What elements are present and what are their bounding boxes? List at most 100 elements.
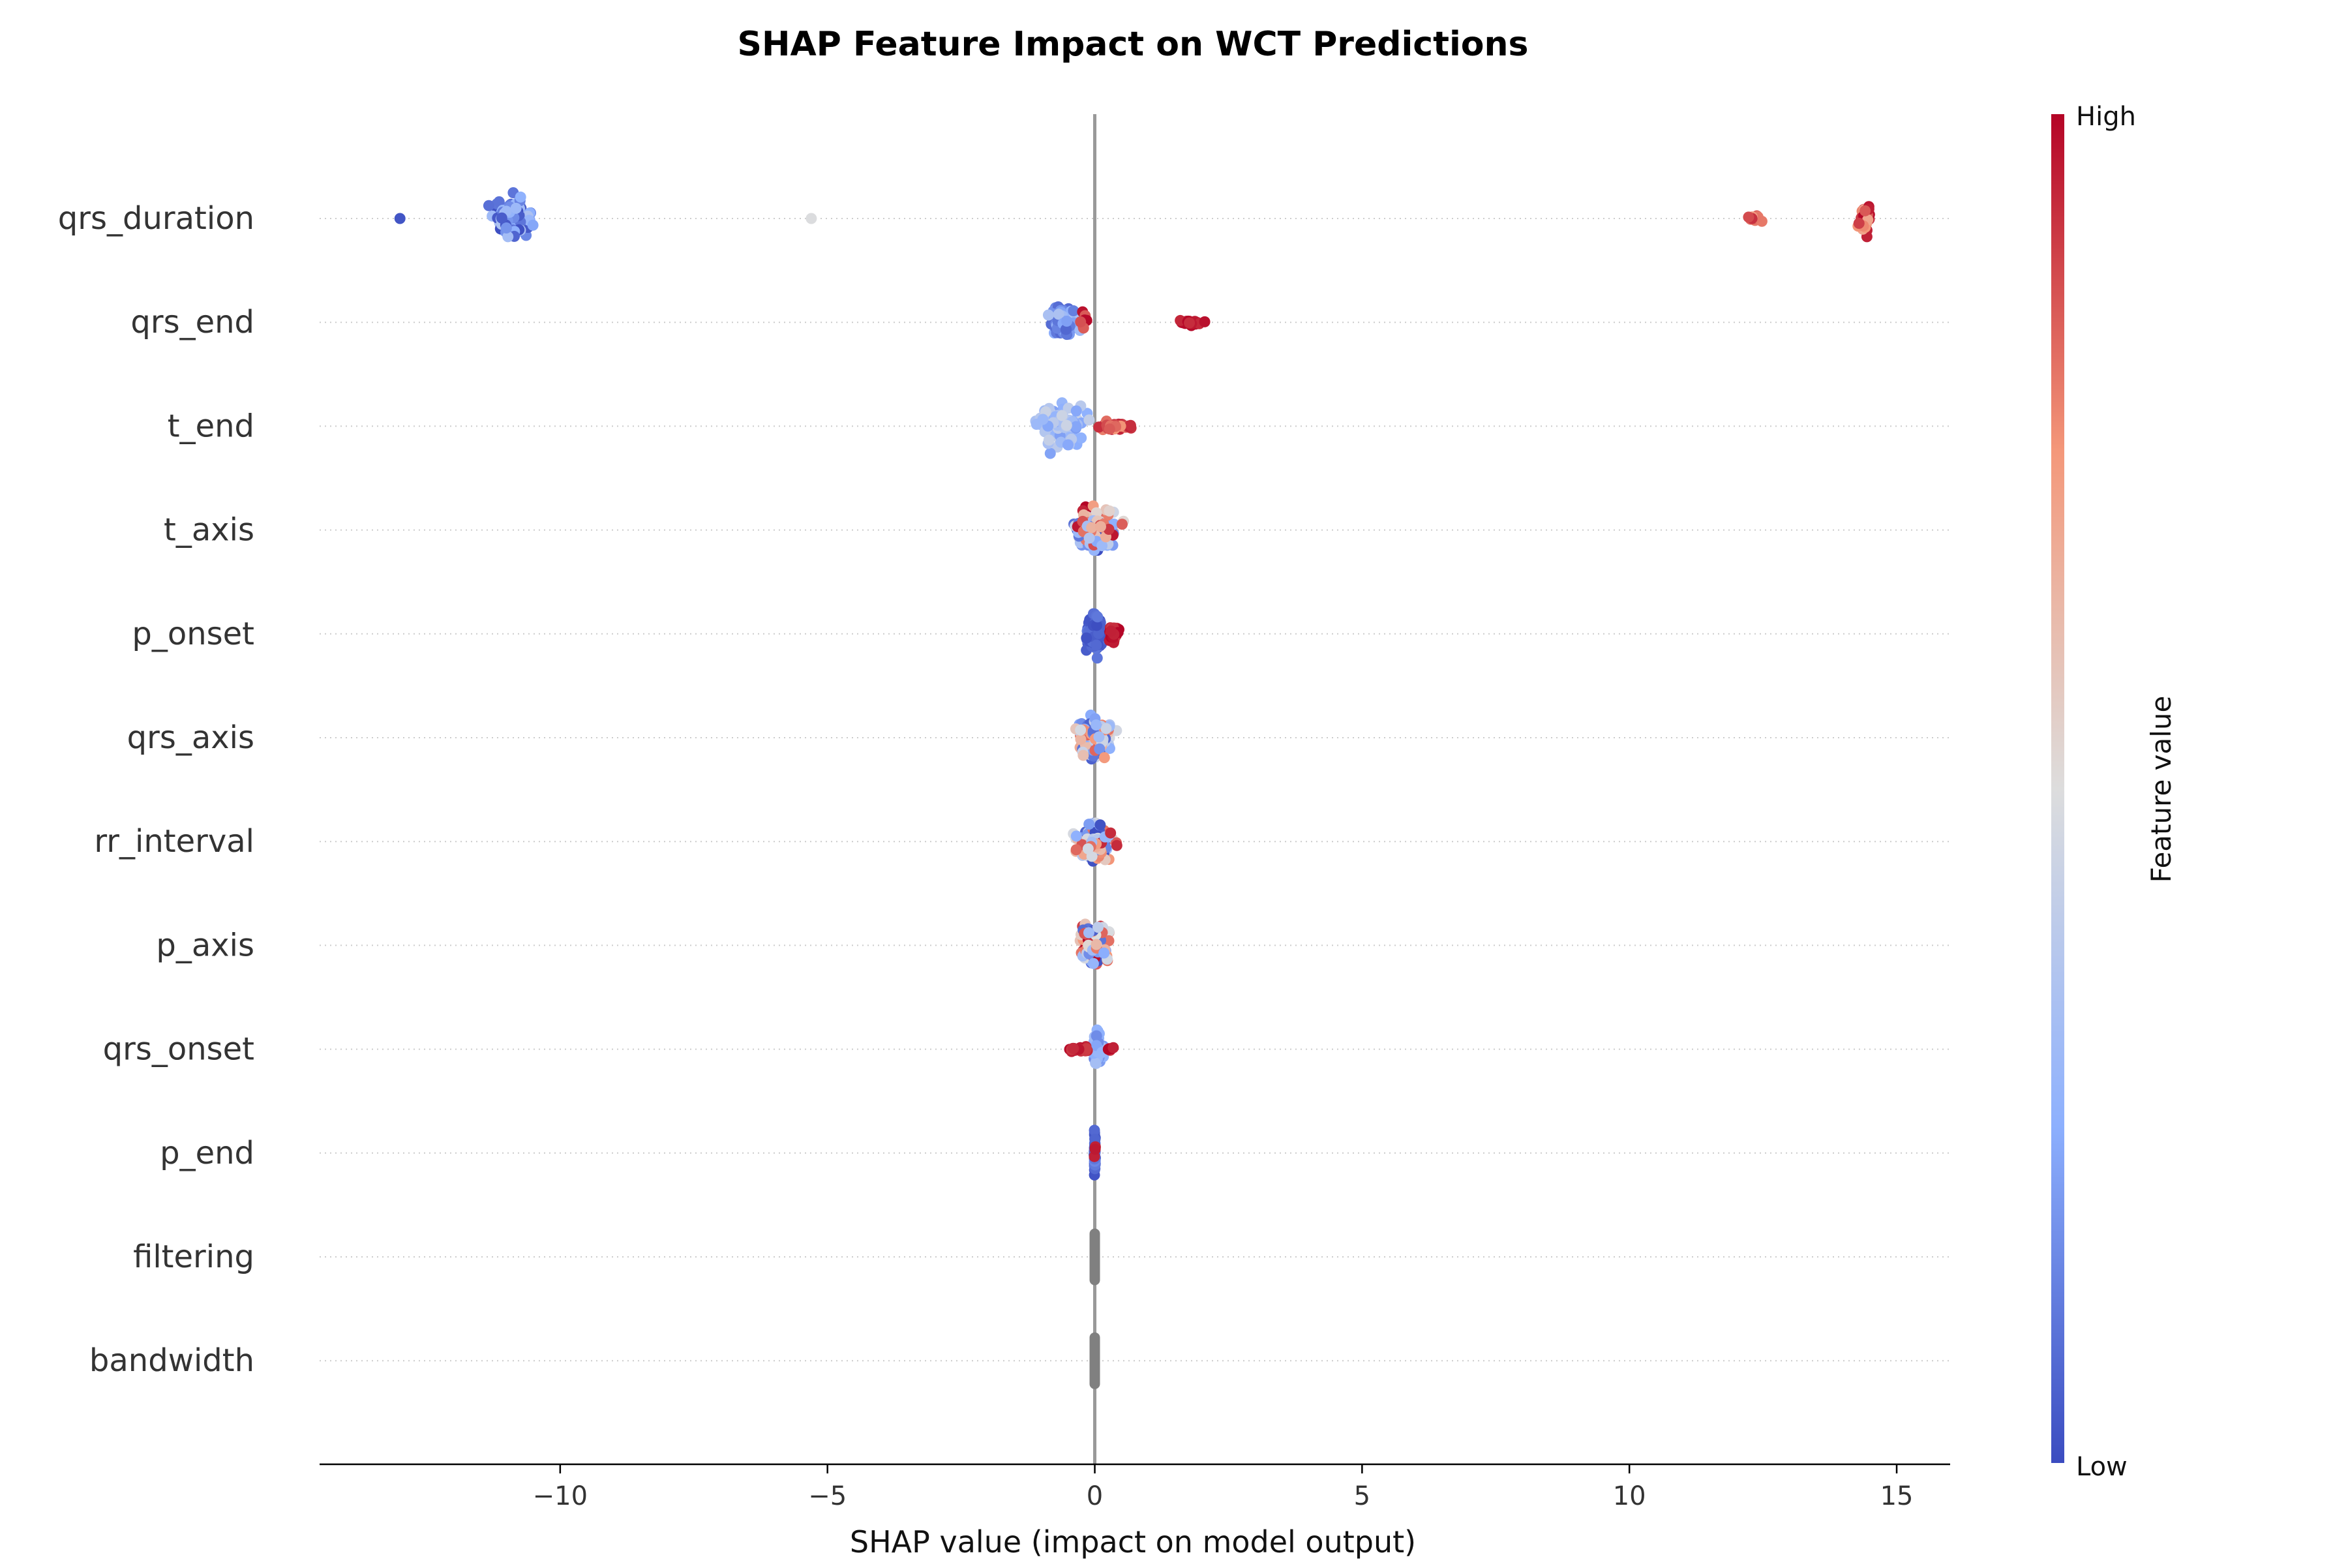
data-point: [1098, 947, 1110, 959]
colorbar-high-label: High: [2076, 102, 2136, 132]
data-point: [1061, 315, 1073, 327]
data-point: [1056, 410, 1068, 421]
data-point: [1070, 844, 1082, 856]
data-point: [1111, 839, 1122, 851]
data-point: [510, 202, 522, 214]
data-point: [1859, 205, 1871, 217]
data-point: [1104, 423, 1115, 435]
data-point: [1070, 405, 1082, 417]
data-point: [1075, 316, 1087, 327]
data-point: [1091, 939, 1102, 950]
x-tick-label: 10: [1613, 1481, 1646, 1511]
x-axis-label: SHAP value (impact on model output): [850, 1524, 1416, 1560]
data-point: [1076, 432, 1087, 444]
data-point: [1091, 1030, 1102, 1042]
feature-label: p_end: [160, 1135, 254, 1171]
data-point: [1083, 927, 1094, 939]
data-point: [1061, 419, 1072, 431]
data-point: [1093, 731, 1105, 743]
data-point-band: [1089, 1228, 1100, 1286]
data-point: [1081, 632, 1092, 644]
data-point: [1124, 419, 1136, 431]
data-point: [1116, 519, 1128, 530]
data-point: [1053, 309, 1064, 320]
data-point: [1199, 316, 1211, 327]
data-point: [1082, 843, 1094, 854]
feature-label: t_end: [168, 408, 254, 444]
data-point: [1083, 414, 1095, 426]
feature-label: rr_interval: [94, 823, 254, 860]
data-point: [1083, 532, 1095, 544]
data-point: [394, 213, 406, 224]
data-point-band: [1089, 1332, 1100, 1389]
feature-label: filtering: [133, 1239, 254, 1275]
data-point: [1853, 217, 1865, 229]
data-point: [1068, 305, 1079, 317]
feature-label: qrs_end: [130, 304, 254, 340]
data-point: [1086, 522, 1098, 534]
data-point: [1062, 439, 1074, 451]
data-point: [1091, 639, 1102, 651]
data-point: [1077, 749, 1089, 761]
data-point: [1089, 1124, 1100, 1136]
data-points: [394, 187, 1875, 1389]
data-point: [483, 200, 494, 211]
data-point: [1042, 309, 1054, 321]
data-point: [1043, 434, 1055, 446]
feature-label: t_axis: [164, 512, 254, 549]
x-tick-label: 0: [1087, 1481, 1103, 1511]
data-point: [1743, 211, 1754, 223]
data-point: [502, 231, 514, 243]
feature-label: p_axis: [156, 927, 254, 963]
data-point: [1094, 819, 1106, 831]
data-point: [500, 222, 512, 234]
data-point: [1091, 719, 1102, 731]
data-point: [1095, 520, 1107, 532]
data-point: [1105, 827, 1117, 839]
data-point: [1103, 935, 1115, 946]
chart-title: SHAP Feature Impact on WCT Predictions: [738, 25, 1529, 64]
data-point: [527, 219, 539, 231]
feature-label: qrs_onset: [103, 1031, 254, 1068]
feature-label: qrs_axis: [127, 719, 254, 756]
data-point: [1104, 505, 1115, 517]
data-point: [1083, 819, 1095, 830]
data-point: [493, 196, 505, 207]
x-tick-label: 15: [1880, 1481, 1914, 1511]
x-tick-label: −5: [808, 1481, 847, 1511]
x-tick-label: −10: [533, 1481, 588, 1511]
data-point: [1089, 1143, 1101, 1155]
data-point: [805, 213, 817, 224]
data-point: [1070, 421, 1082, 432]
data-point: [1037, 414, 1049, 425]
data-point: [1092, 611, 1104, 623]
feature-label: bandwidth: [89, 1342, 254, 1379]
data-point: [515, 191, 526, 203]
colorbar-low-label: Low: [2076, 1452, 2128, 1482]
data-point: [1098, 752, 1110, 764]
data-point: [1092, 922, 1104, 933]
colorbar: [2051, 114, 2064, 1463]
data-point: [1184, 317, 1196, 329]
data-point: [1068, 1043, 1079, 1055]
data-point: [1087, 957, 1099, 969]
data-point: [1100, 723, 1112, 734]
feature-rows: qrs_duration qrs_end t_end t_axis p_onsetqrs…: [58, 200, 1950, 1379]
x-axis: −10 −5 0 5 10 15: [320, 1463, 1950, 1511]
data-point: [1105, 626, 1117, 637]
data-point: [1075, 724, 1087, 736]
data-point: [1090, 1057, 1102, 1069]
data-point: [1091, 652, 1103, 664]
data-point: [1091, 620, 1102, 631]
feature-label: qrs_duration: [58, 200, 254, 237]
x-tick-label: 5: [1354, 1481, 1370, 1511]
data-point: [496, 212, 507, 224]
data-point: [1094, 743, 1106, 755]
feature-label: p_onset: [132, 616, 254, 652]
data-point: [1107, 1042, 1119, 1053]
data-point: [1044, 447, 1056, 459]
data-point: [1075, 733, 1087, 745]
data-point: [1096, 540, 1108, 552]
